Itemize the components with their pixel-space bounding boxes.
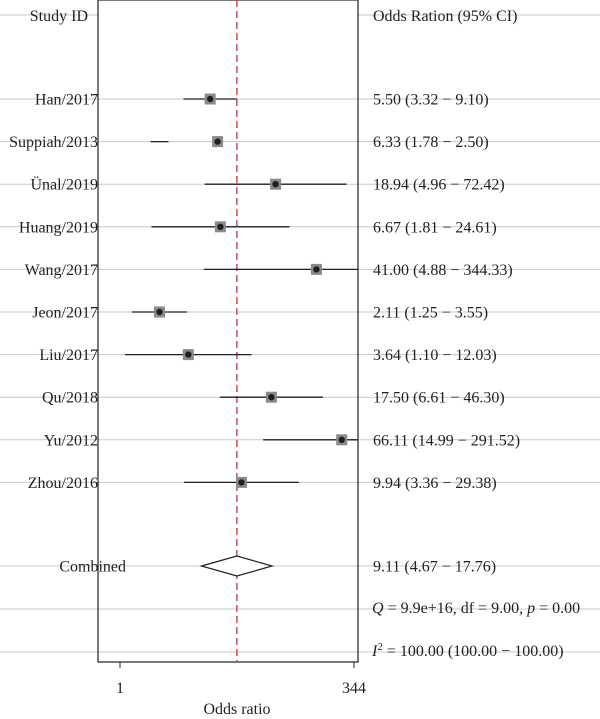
study-marks: [125, 93, 358, 577]
study-label: Yu/2012: [44, 432, 98, 449]
study-label: Wang/2017: [25, 262, 98, 279]
study-label: Jeon/2017: [32, 305, 98, 322]
x-tick-label: 1: [116, 680, 124, 697]
point-estimate: [206, 95, 214, 103]
point-estimate: [313, 266, 320, 273]
left-header: Study ID: [30, 8, 88, 25]
study-ci-text: 6.33 (1.78 − 2.50): [373, 134, 489, 151]
i2-superscript: 2: [377, 641, 383, 653]
study-label: Ünal/2019: [30, 176, 98, 194]
heterogeneity-i2-text: I2 = 100.00 (100.00 − 100.00): [371, 641, 564, 660]
x-axis-label: Odds ratio: [203, 701, 270, 718]
study-ci-text: 5.50 (3.32 − 9.10): [373, 92, 489, 109]
study-label: Huang/2019: [19, 219, 98, 236]
study-ci-text: 3.64 (1.10 − 12.03): [373, 347, 497, 364]
point-estimate: [272, 181, 279, 188]
study-ci-text: 9.94 (3.36 − 29.38): [373, 475, 497, 492]
point-estimate: [185, 351, 192, 358]
heterogeneity-q-text: Q = 9.9e+16, df = 9.00, p = 0.00: [372, 600, 580, 617]
q-symbol: Q: [372, 600, 384, 617]
point-estimate: [217, 223, 224, 230]
study-ci-text: 2.11 (1.25 − 3.55): [373, 305, 488, 322]
i2-symbol: I: [371, 643, 378, 660]
study-label: Zhou/2016: [28, 475, 98, 492]
point-estimate: [214, 138, 221, 145]
combined-label: Combined: [59, 559, 126, 576]
study-ci-text: 17.50 (6.61 − 46.30): [373, 390, 505, 407]
study-ci-text: 18.94 (4.96 − 72.42): [373, 177, 505, 194]
plot-frame: [97, 0, 359, 663]
gridlines: [0, 14, 600, 653]
study-ci-text: 6.67 (1.81 − 24.61): [373, 219, 497, 236]
combined-diamond: [199, 555, 275, 577]
i2-values: = 100.00 (100.00 − 100.00): [383, 643, 564, 660]
x-axis: 1 344 Odds ratio: [116, 662, 366, 718]
point-estimate: [268, 394, 275, 401]
x-tick-label: 344: [342, 680, 366, 697]
right-header: Odds Ration (95% CI): [373, 8, 517, 25]
study-ci-text: 66.11 (14.99 − 291.52): [373, 432, 520, 449]
point-estimate: [156, 308, 163, 316]
point-estimate: [338, 436, 345, 443]
combined-ci-text: 9.11 (4.67 − 17.76): [373, 559, 496, 576]
study-label: Liu/2017: [39, 347, 98, 364]
study-label: Suppiah/2013: [9, 134, 98, 151]
p-value: = 0.00: [535, 600, 580, 617]
study-label: Han/2017: [35, 92, 98, 109]
study-ci-text: 41.00 (4.88 − 344.33): [373, 262, 513, 279]
q-values: = 9.9e+16, df = 9.00,: [384, 600, 528, 617]
point-estimate: [238, 479, 245, 486]
study-label: Qu/2018: [42, 390, 98, 407]
p-symbol: p: [526, 600, 535, 617]
